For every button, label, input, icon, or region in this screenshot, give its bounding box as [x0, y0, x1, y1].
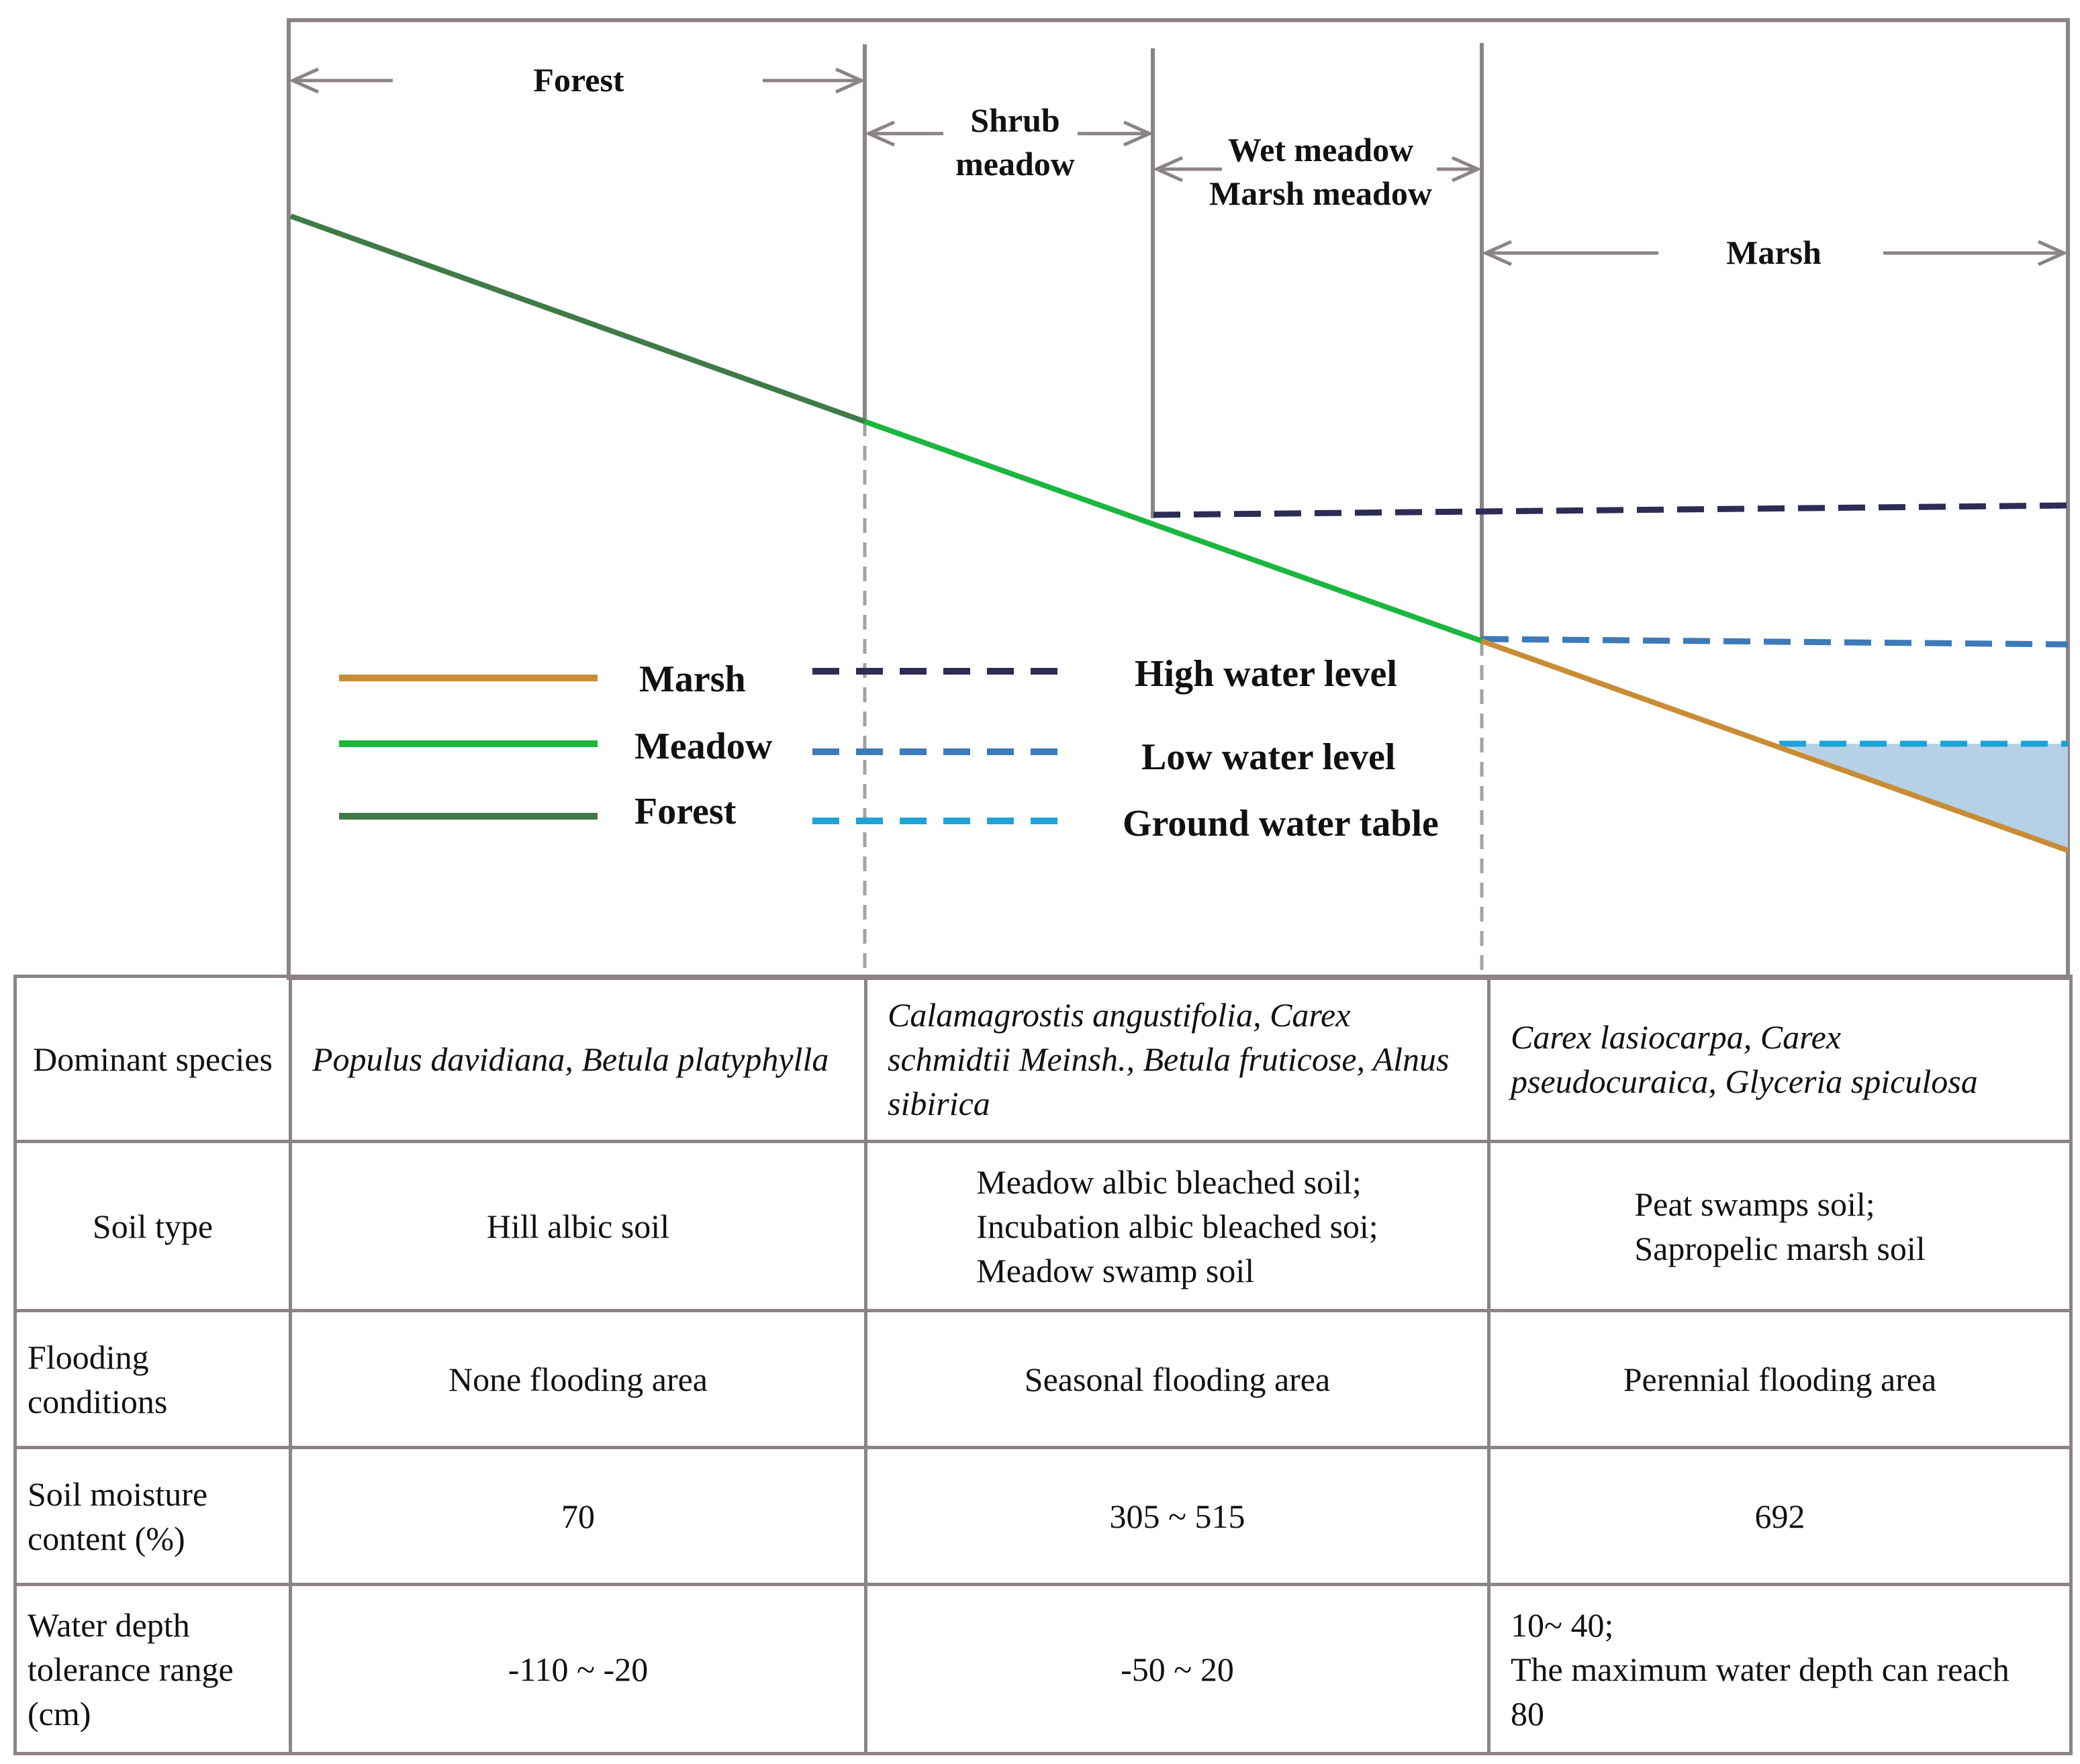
high-water-level-line — [1153, 502, 2069, 518]
zone-label-shrub: Shrub — [970, 101, 1059, 139]
table-cell: Populus davidiana, Betula platyphylla — [289, 975, 867, 1143]
table-cell: 692 — [1487, 1446, 2073, 1586]
legend: Marsh Meadow Forest High water level Low… — [339, 653, 1439, 844]
table-cell: Perennial flooding area — [1487, 1309, 2073, 1449]
table-cell: Hill albic soil — [289, 1140, 867, 1312]
table-cell: 305 ~ 515 — [864, 1446, 1491, 1586]
table-cell: None flooding area — [289, 1309, 867, 1449]
zonation-diagram: Forest Shrub meadow Wet meadow Marsh mea… — [287, 18, 2070, 980]
low-water-level-line — [1481, 636, 2069, 648]
legend-ground-water-label: Ground water table — [1123, 803, 1439, 844]
table-cell: Peat swamps soil; Sapropelic marsh soil — [1487, 1140, 2073, 1312]
table-row: Water depth tolerance range (cm) -110 ~ … — [13, 1583, 2073, 1755]
table-cell: Meadow albic bleached soil; Incubation a… — [864, 1140, 1491, 1312]
zone-label-marsh-meadow: Marsh meadow — [1209, 175, 1432, 212]
table-cell: Calamagrostis angustifolia, Carex schmid… — [864, 975, 1491, 1143]
table-cell: -110 ~ -20 — [289, 1583, 867, 1755]
legend-low-water-label: Low water level — [1141, 736, 1395, 778]
table-cell: Carex lasiocarpa, Carex pseudocuraica, G… — [1487, 975, 2073, 1143]
row-header: Dominant species — [13, 975, 292, 1143]
diagram-frame — [287, 18, 2070, 980]
row-header: Soil type — [13, 1140, 292, 1312]
table-row: Dominant species Populus davidiana, Betu… — [13, 975, 2073, 1143]
table-row: Soil type Hill albic soil Meadow albic b… — [13, 1140, 2073, 1312]
marsh-profile-line — [1480, 638, 2069, 853]
legend-meadow-label: Meadow — [634, 726, 773, 767]
zone-label-wet-meadow: Wet meadow — [1228, 131, 1413, 168]
legend-high-water-label: High water level — [1135, 653, 1397, 695]
legend-marsh-label: Marsh — [639, 658, 746, 700]
zone-label-forest: Forest — [533, 61, 624, 99]
table-cell: Seasonal flooding area — [864, 1309, 1491, 1449]
table-row: Soil moisture content (%) 70 305 ~ 515 6… — [13, 1446, 2073, 1586]
table-row: Flooding conditions None flooding area S… — [13, 1309, 2073, 1449]
legend-forest-label: Forest — [634, 791, 737, 832]
zone-properties-table: Dominant species Populus davidiana, Betu… — [13, 975, 2073, 1755]
table-cell: 10~ 40; The maximum water depth can reac… — [1487, 1583, 2073, 1755]
zone-label-meadow: meadow — [955, 145, 1075, 183]
row-header: Soil moisture content (%) — [13, 1446, 292, 1586]
row-header: Water depth tolerance range (cm) — [13, 1583, 292, 1755]
table-cell: -50 ~ 20 — [864, 1583, 1491, 1755]
row-header: Flooding conditions — [13, 1309, 292, 1449]
forest-profile-line — [289, 213, 866, 424]
zone-label-marsh: Marsh — [1726, 234, 1822, 271]
meadow-profile-line — [863, 419, 1483, 644]
table-cell: 70 — [289, 1446, 867, 1586]
